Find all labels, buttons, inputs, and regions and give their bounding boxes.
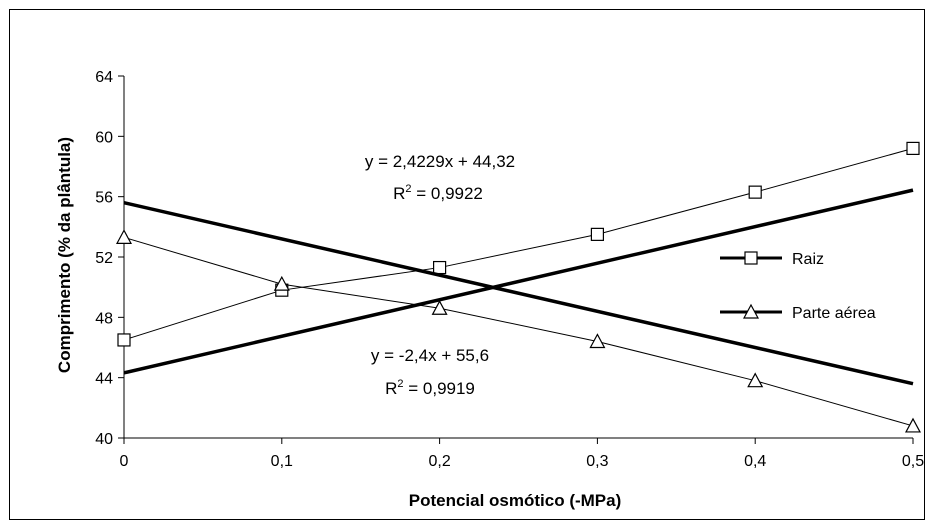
raiz-r2-prefix: R bbox=[393, 184, 405, 203]
raiz-point bbox=[117, 333, 131, 347]
parte-aerea-r2-value: = 0,9919 bbox=[404, 379, 475, 398]
parte-aerea-r2-prefix: R bbox=[385, 379, 397, 398]
parte-aerea-r2-text: R2 = 0,9919 bbox=[385, 378, 475, 398]
x-tick-label: 0 bbox=[120, 453, 129, 470]
x-tick-label: 0,2 bbox=[428, 453, 450, 470]
y-tick-label: 56 bbox=[95, 190, 113, 207]
parte-aerea-r2-exponent: 2 bbox=[397, 378, 403, 390]
x-axis-title: Potencial osmótico (-MPa) bbox=[409, 491, 622, 510]
series-layer bbox=[115, 141, 922, 433]
x-tick-label: 0,4 bbox=[744, 453, 766, 470]
y-tick-label: 40 bbox=[95, 431, 113, 448]
axes: 40 44 48 52 56 60 64 0 0,1 0,2 0,3 0,4 0,5 bbox=[95, 69, 924, 470]
raiz-point bbox=[590, 227, 605, 241]
raiz-equation-text: y = 2,4229x + 44,32 bbox=[365, 152, 515, 171]
raiz-r2-value: = 0,9922 bbox=[412, 184, 483, 203]
raiz-point bbox=[748, 185, 762, 199]
raiz-point bbox=[906, 141, 920, 155]
legend-parte-aerea-marker bbox=[742, 303, 760, 319]
y-tick-label: 52 bbox=[95, 250, 113, 267]
x-tick-label: 0,1 bbox=[271, 453, 293, 470]
y-tick-label: 48 bbox=[95, 310, 113, 327]
legend: Raiz Parte aérea bbox=[720, 251, 876, 322]
chart-border bbox=[9, 9, 925, 520]
y-tick-label: 64 bbox=[95, 69, 113, 86]
parte-aerea-equation-text: y = -2,4x + 55,6 bbox=[371, 346, 489, 365]
parte-aerea-point bbox=[431, 300, 448, 315]
parte-aerea-point bbox=[904, 417, 922, 433]
parte-aerea-data-line bbox=[123, 236, 914, 427]
legend-parte-aerea-label: Parte aérea bbox=[792, 305, 876, 322]
y-tick-label: 44 bbox=[95, 371, 113, 388]
x-tick-label: 0,3 bbox=[586, 453, 608, 470]
raiz-r2-text: R2 = 0,9922 bbox=[393, 183, 483, 203]
raiz-point bbox=[433, 260, 447, 275]
y-tick-label: 60 bbox=[95, 129, 113, 146]
raiz-r2-exponent: 2 bbox=[405, 183, 411, 195]
raiz-trendline bbox=[123, 188, 914, 375]
parte-aerea-point bbox=[273, 275, 290, 291]
legend-raiz-marker bbox=[744, 251, 758, 265]
parte-aerea-point bbox=[589, 333, 606, 349]
raiz-equation: y = 2,4229x + 44,32 R2 = 0,9922 bbox=[365, 152, 515, 203]
y-axis-title: Comprimento (% da plântula) bbox=[55, 137, 74, 373]
x-tick-label: 0,5 bbox=[902, 453, 924, 470]
parte-aerea-trendline bbox=[123, 200, 914, 386]
parte-aerea-point bbox=[115, 229, 133, 244]
parte-aerea-equation: y = -2,4x + 55,6 R2 = 0,9919 bbox=[371, 346, 489, 398]
parte-aerea-point bbox=[747, 372, 764, 388]
raiz-data-line bbox=[123, 147, 914, 341]
legend-raiz-label: Raiz bbox=[792, 251, 824, 268]
